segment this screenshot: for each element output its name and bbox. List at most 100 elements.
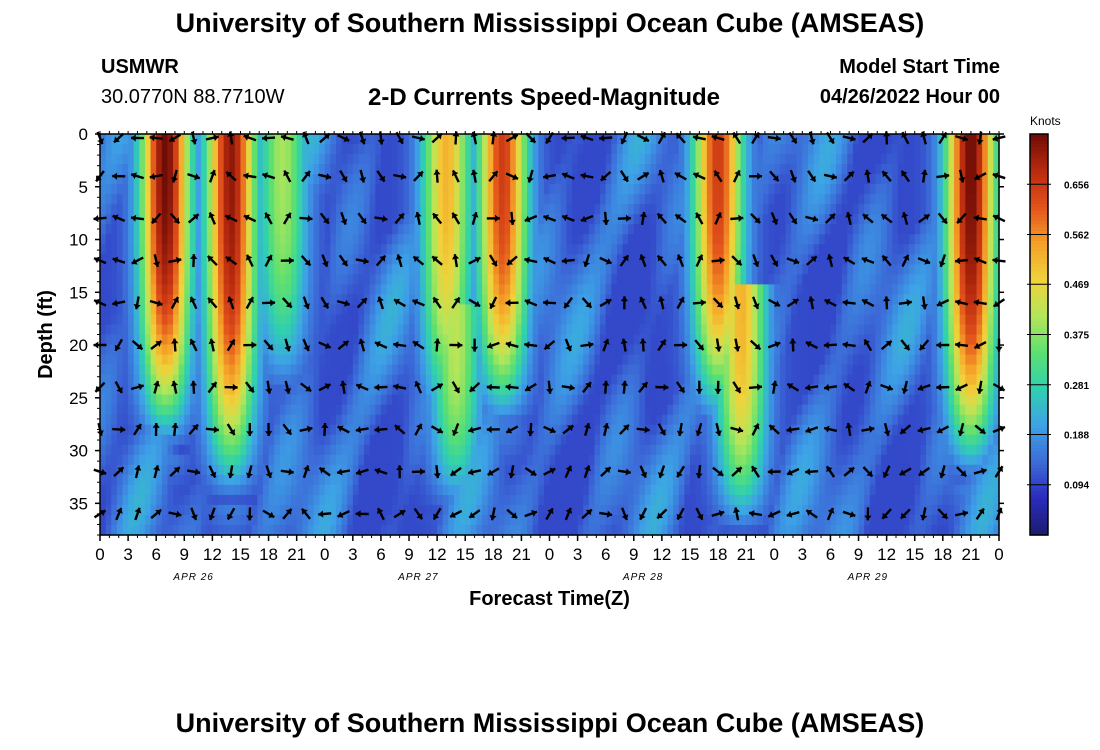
heatmap-cell <box>257 164 264 175</box>
heatmap-cell <box>341 354 348 366</box>
heatmap-cell <box>425 434 433 446</box>
heatmap-cell <box>920 224 927 235</box>
heatmap-cell <box>701 414 708 426</box>
heatmap-cell <box>830 154 837 165</box>
heatmap-cell <box>161 354 169 366</box>
heatmap-cell <box>133 164 140 175</box>
heatmap-cell <box>869 304 876 316</box>
heatmap-cell <box>425 164 433 175</box>
heatmap-cell <box>122 354 129 366</box>
heatmap-cell <box>122 244 129 255</box>
heatmap-cell <box>465 354 472 366</box>
heatmap-cell <box>392 324 399 336</box>
heatmap-cell <box>645 224 652 235</box>
heatmap-cell <box>970 244 978 255</box>
heatmap-cell <box>324 424 331 436</box>
heatmap-cell <box>167 434 174 446</box>
heatmap-cell <box>791 274 798 285</box>
heatmap-cell <box>909 304 916 316</box>
heatmap-cell <box>403 404 410 416</box>
heatmap-cell <box>689 344 697 356</box>
heatmap-cell <box>448 434 455 446</box>
heatmap-cell <box>133 244 140 255</box>
heatmap-cell <box>285 224 292 235</box>
heatmap-cell <box>869 194 876 205</box>
heatmap-cell <box>212 344 219 356</box>
heatmap-cell <box>532 314 539 326</box>
heatmap-cell <box>380 164 388 175</box>
heatmap-cell <box>763 364 770 376</box>
heatmap-cell <box>650 384 657 396</box>
heatmap-cell <box>796 214 803 225</box>
heatmap-cell <box>858 254 865 265</box>
heatmap-cell <box>768 204 775 215</box>
heatmap-cell <box>942 334 950 346</box>
heatmap-cell <box>251 264 258 275</box>
heatmap-cell <box>139 154 146 165</box>
heatmap-cell <box>616 374 624 386</box>
heatmap-cell <box>920 264 927 275</box>
heatmap-cell <box>375 374 382 386</box>
heatmap-cell <box>678 404 685 416</box>
heatmap-cell <box>420 294 427 306</box>
heatmap-cell <box>982 184 989 195</box>
heatmap-cell <box>397 204 405 215</box>
heatmap-cell <box>156 244 163 255</box>
heatmap-cell <box>611 144 618 155</box>
heatmap-cell <box>133 344 140 356</box>
heatmap-cell <box>465 244 472 255</box>
heatmap-cell <box>701 304 708 316</box>
heatmap-cell <box>920 394 927 406</box>
heatmap-cell <box>987 394 994 406</box>
heatmap-cell <box>251 324 258 336</box>
heatmap-cell <box>128 194 135 205</box>
heatmap-cell <box>195 134 202 145</box>
heatmap-cell <box>650 354 657 366</box>
heatmap-cell <box>178 184 185 195</box>
heatmap-cell <box>375 414 382 426</box>
heatmap-cell <box>515 294 523 306</box>
heatmap-cell <box>858 184 865 195</box>
heatmap-cell <box>560 304 567 316</box>
heatmap-cell <box>571 384 579 396</box>
heatmap-cell <box>420 324 427 336</box>
heatmap-cell <box>571 424 579 436</box>
heatmap-cell <box>409 344 416 356</box>
heatmap-cell <box>246 194 253 205</box>
heatmap-cell <box>161 134 169 145</box>
heatmap-cell <box>954 164 961 175</box>
heatmap-cell <box>976 164 983 175</box>
heatmap-cell <box>504 364 511 376</box>
heatmap-cell <box>600 404 607 416</box>
heatmap-cell <box>257 434 264 446</box>
heatmap-cell <box>948 214 955 225</box>
heatmap-cell <box>240 144 247 155</box>
heatmap-cell <box>937 334 944 346</box>
heatmap-cell <box>588 424 596 436</box>
heatmap-cell <box>161 284 169 296</box>
heatmap-cell <box>706 294 714 306</box>
heatmap-cell <box>442 434 449 446</box>
heatmap-cell <box>852 204 860 215</box>
heatmap-cell <box>532 434 539 446</box>
heatmap-cell <box>420 404 427 416</box>
heatmap-cell <box>527 414 534 426</box>
heatmap-cell <box>217 424 225 436</box>
heatmap-cell <box>268 284 275 296</box>
heatmap-cell <box>706 154 714 165</box>
heatmap-cell <box>324 284 331 296</box>
heatmap-cell <box>785 354 792 366</box>
heatmap-cell <box>324 384 331 396</box>
heatmap-cell <box>150 394 157 406</box>
heatmap-cell <box>892 294 899 306</box>
heatmap-cell <box>628 154 635 165</box>
heatmap-cell <box>465 264 472 275</box>
heatmap-cell <box>757 294 764 306</box>
heatmap-cell <box>942 364 950 376</box>
heatmap-cell <box>538 324 545 336</box>
heatmap-cell <box>156 324 163 336</box>
heatmap-cell <box>712 284 719 296</box>
heatmap-cell <box>437 204 444 215</box>
heatmap-cell <box>959 364 966 376</box>
heatmap-cell <box>335 264 343 275</box>
